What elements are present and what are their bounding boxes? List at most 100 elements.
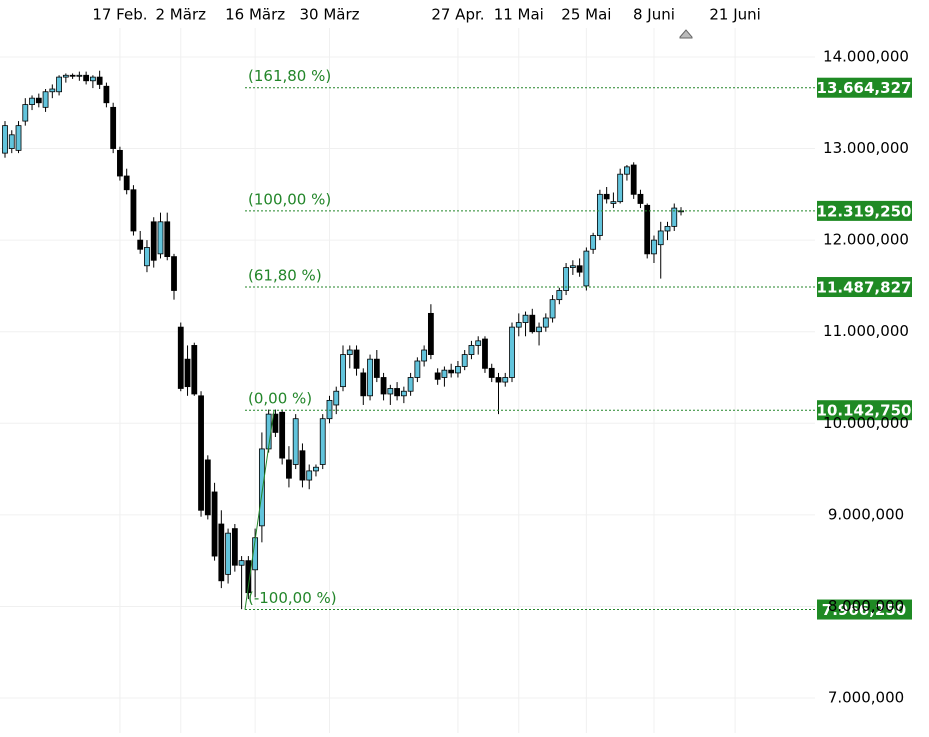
candle-body (225, 532, 231, 575)
candle-body (49, 88, 56, 93)
candle-body (461, 354, 468, 367)
candle-body (414, 360, 421, 378)
candle-body (617, 173, 624, 203)
candle-body (637, 193, 644, 204)
candle-body (603, 193, 610, 200)
candle-body (123, 175, 130, 191)
candle-body (380, 377, 387, 395)
candle-body (22, 104, 29, 122)
candle-body (177, 326, 184, 389)
candle-body (576, 265, 583, 273)
candle-body (610, 201, 617, 204)
candle-body (171, 256, 177, 291)
candle-body (2, 125, 8, 154)
candle-body (211, 491, 218, 557)
candle-body (340, 354, 346, 388)
candle-body (326, 399, 333, 420)
candle-body (231, 528, 238, 566)
candle-body (89, 76, 96, 82)
candle-body (664, 225, 671, 232)
candle-body (272, 413, 279, 433)
candle-body (583, 250, 590, 287)
y-tick-label: 7.000,000 (828, 689, 904, 707)
candle-body (482, 338, 488, 369)
candle-body (441, 369, 448, 378)
candle-body (157, 221, 164, 255)
fib-level-label: (-100,00 %) (248, 589, 337, 607)
candle-body (258, 448, 265, 527)
candle-body (651, 239, 657, 255)
candle-body (542, 317, 549, 328)
candle-body (69, 74, 76, 77)
price-tag-box (817, 400, 912, 421)
candle-body (421, 349, 428, 362)
candle-body (475, 340, 482, 346)
candle-body (569, 265, 576, 268)
x-tick-label: 27 Apr. (431, 6, 484, 24)
price-tag: 12.319,250 (817, 200, 912, 221)
candle-body (488, 367, 495, 378)
candle-body (76, 74, 83, 77)
candle-body (238, 560, 245, 566)
candle-body (590, 235, 597, 250)
x-tick-label: 21 Juni (709, 6, 760, 24)
price-tag-box (817, 77, 912, 98)
grid (0, 28, 815, 733)
candle-body (8, 134, 15, 149)
candle-body (529, 314, 536, 333)
scroll-marker[interactable] (679, 29, 693, 39)
candle-body (624, 166, 630, 175)
candle-body (83, 74, 90, 82)
x-tick-label: 11 Mai (494, 6, 544, 24)
candle-body (96, 76, 103, 85)
y-tick-label: 10.000,000 (823, 414, 909, 432)
candle-body (353, 349, 360, 369)
candle-body (204, 459, 211, 516)
x-tick-label: 2 März (156, 6, 207, 24)
candle-body (387, 388, 394, 395)
candle-body (184, 358, 191, 388)
candle-body (671, 207, 678, 227)
candle-body (455, 366, 461, 374)
candle-body (556, 290, 563, 301)
candle-body (400, 390, 407, 397)
candle-body (495, 377, 502, 383)
fib-level-label: (0,00 %) (248, 390, 312, 408)
candle-body (515, 322, 522, 328)
candle-body (144, 247, 150, 267)
candle-body (42, 91, 49, 108)
candle-body (427, 312, 434, 355)
x-tick-label: 30 März (299, 6, 359, 24)
candle-body (630, 164, 637, 195)
candle-body (333, 390, 340, 406)
candle-body (150, 221, 157, 261)
candle-body (313, 466, 319, 472)
trend-line (244, 410, 275, 610)
fib-level-label: (100,00 %) (248, 190, 331, 208)
candle-body (448, 369, 455, 374)
x-tick-label: 17 Feb. (92, 6, 147, 24)
candle-body (367, 358, 373, 397)
price-tag: 11.487,827 (817, 277, 912, 298)
y-tick-label: 14.000,000 (823, 47, 909, 65)
candle-body (468, 345, 475, 355)
candle-body (191, 345, 198, 395)
price-tag: 13.664,327 (817, 77, 912, 98)
x-tick-label: 25 Mai (561, 6, 611, 24)
candle-body (15, 125, 22, 151)
y-tick-label: 12.000,000 (823, 231, 909, 249)
price-tag-label: 12.319,250 (817, 202, 912, 220)
price-tag-label: 10.142,750 (817, 402, 912, 420)
candle-body (657, 230, 664, 246)
price-tag-label: 11.487,827 (817, 279, 912, 297)
candle-body (407, 377, 414, 392)
candle-body (644, 204, 651, 255)
candle-body (522, 314, 529, 323)
candle-body (319, 418, 326, 465)
candle-body (373, 358, 380, 378)
candle-body (596, 193, 603, 236)
candle-body (103, 85, 110, 104)
x-tick-label: 16 März (225, 6, 285, 24)
candle-body (35, 97, 42, 104)
